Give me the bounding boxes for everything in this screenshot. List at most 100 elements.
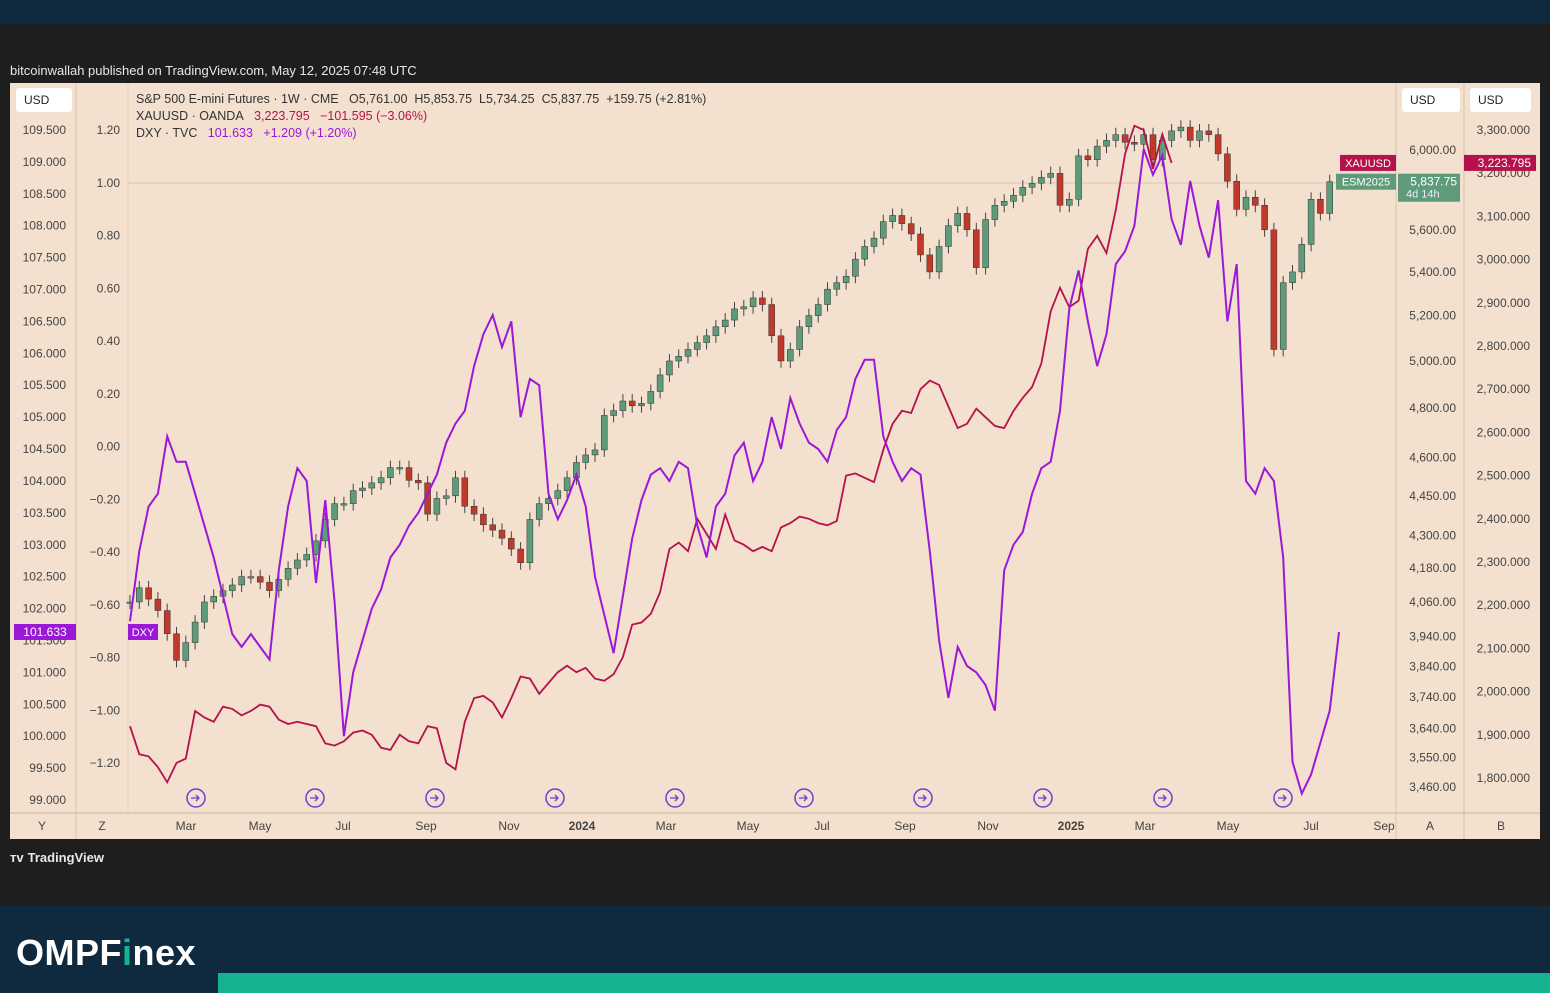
es-candle (396, 467, 403, 470)
es-candle (173, 633, 180, 661)
es-candle (1242, 196, 1250, 210)
es-candle (163, 610, 171, 634)
es-candle (945, 225, 952, 247)
dxy-tick-label: 102.000 (23, 602, 67, 616)
overlay-lines[interactable] (129, 124, 1340, 797)
es-candle (1205, 130, 1213, 135)
es-candle (628, 400, 636, 407)
es-candle (247, 576, 255, 579)
time-tick-label: May (1217, 819, 1240, 833)
es-candle (294, 559, 301, 569)
es-candle (1224, 153, 1231, 182)
es-candle (1233, 181, 1240, 210)
es-candle (256, 576, 264, 583)
tradingview-logo[interactable]: ᴛᴠ TradingView (10, 850, 104, 865)
time-axis-button[interactable]: Z (98, 819, 105, 833)
event-arrow-icon (310, 794, 319, 802)
time-tick-label: Jul (1303, 819, 1318, 833)
time-axis-button[interactable]: B (1497, 819, 1505, 833)
es-candle (359, 487, 366, 491)
es-candle (489, 524, 496, 531)
es-candle (787, 349, 794, 362)
event-marker-icon (305, 788, 325, 808)
dxy-line (129, 148, 1340, 797)
es-candles[interactable] (126, 120, 1333, 668)
event-marker-icon (425, 788, 445, 808)
dxy-axis-ticks: 109.500 109.000 108.500 108.000 107.500 107.0… (23, 123, 67, 807)
es-candle (442, 495, 450, 499)
es-unit-button[interactable]: USD (1402, 88, 1460, 112)
es-candle (740, 306, 748, 310)
plot-area[interactable] (76, 83, 1396, 813)
time-tick-label: Sep (1373, 819, 1395, 833)
es-candle (1066, 198, 1073, 206)
es-candle (229, 584, 236, 591)
dxy-tick-label: 101.000 (23, 665, 67, 679)
es-candle (926, 254, 934, 273)
es-candle (1279, 282, 1287, 350)
es-candle (136, 587, 143, 603)
es-candle (666, 360, 673, 376)
es-candle (1084, 155, 1092, 160)
es-candle (535, 503, 543, 520)
es-candle (656, 374, 664, 392)
event-arrow-icon (799, 794, 808, 802)
time-tick-label: Jul (335, 819, 350, 833)
es-candle (303, 554, 310, 561)
xau-series-tag (1340, 154, 1396, 171)
es-axis-ticks: 6,000.00 5,600.00 5,400.00 5,200.00 5,000.00… (1409, 143, 1456, 794)
legend-es[interactable]: S&P 500 E-mini Futures · 1W · CME O5,761… (136, 92, 706, 106)
time-axis-button[interactable]: Y (38, 819, 46, 833)
top-bar (0, 0, 1550, 24)
es-candle (973, 229, 980, 268)
es-tick-label: 3,460.00 (1409, 780, 1456, 794)
es-candle (498, 529, 506, 539)
es-candle (284, 567, 292, 580)
es-candle (1317, 198, 1324, 214)
legend-xau[interactable]: XAUUSD · OANDA 3,223.795 −101.595 (−3.06… (136, 109, 427, 123)
legend-xau-last: 3,223.795 (254, 109, 310, 123)
event-marker-icon (913, 788, 933, 808)
brand-logo-prefix: OMPF (16, 932, 122, 973)
es-candle (1326, 181, 1333, 214)
es-candle (1000, 201, 1008, 206)
es-candle (833, 282, 841, 290)
pct-axis-ticks: 1.20 1.00 0.80 0.60 0.40 0.20 0.00 −0.20 −0.40 −0… (90, 123, 121, 770)
xau-series-tag-text: XAUUSD (1345, 158, 1391, 170)
es-series-tag (1336, 173, 1396, 190)
legend-es-close: C5,837.75 (541, 92, 600, 106)
event-marker-icon (665, 788, 685, 808)
es-candle (1214, 134, 1222, 155)
left-unit-button[interactable]: USD (16, 88, 72, 112)
es-tick-label: 3,840.00 (1409, 659, 1456, 673)
event-markers[interactable] (186, 788, 1293, 808)
es-candle (1028, 183, 1036, 188)
es-candle (1252, 196, 1259, 206)
time-axis-button[interactable]: A (1426, 819, 1434, 833)
es-candle (191, 621, 199, 643)
event-marker-icon (186, 788, 206, 808)
legend-xau-change: −101.595 (−3.06%) (320, 109, 428, 123)
es-candle (1196, 130, 1203, 141)
xau-tick-label: 2,100.000 (1477, 641, 1531, 655)
es-tick-label: 4,600.00 (1409, 450, 1456, 464)
es-tick-label: 6,000.00 (1409, 143, 1456, 157)
event-arrow-icon (1278, 794, 1287, 802)
legend-dxy[interactable]: DXY · TVC 101.633 +1.209 (+1.20%) (136, 126, 357, 140)
chart-svg[interactable]: 109.500 109.000 108.500 108.000 107.500 107.0… (10, 83, 1540, 839)
es-candle (1093, 145, 1101, 160)
xau-unit-button[interactable]: USD (1470, 88, 1531, 112)
es-candle (461, 477, 469, 507)
xau-tick-label: 3,000.000 (1477, 253, 1531, 267)
es-candle (1075, 155, 1082, 200)
es-candle (1112, 134, 1120, 141)
chart-frame[interactable]: 109.500 109.000 108.500 108.000 107.500 107.0… (10, 83, 1540, 839)
legend-es-title: S&P 500 E-mini Futures · 1W · CME (136, 92, 339, 106)
price-labels: 101.633 DXY XAUUSD 3,223.795 ESM2025 5,837.75… (14, 154, 1536, 640)
es-candle (377, 477, 385, 484)
dxy-tick-label: 108.000 (23, 219, 67, 233)
es-candle (647, 391, 655, 404)
pct-tick-label: −0.20 (90, 492, 121, 506)
es-candle (768, 304, 775, 337)
event-marker-icon (1033, 788, 1053, 808)
